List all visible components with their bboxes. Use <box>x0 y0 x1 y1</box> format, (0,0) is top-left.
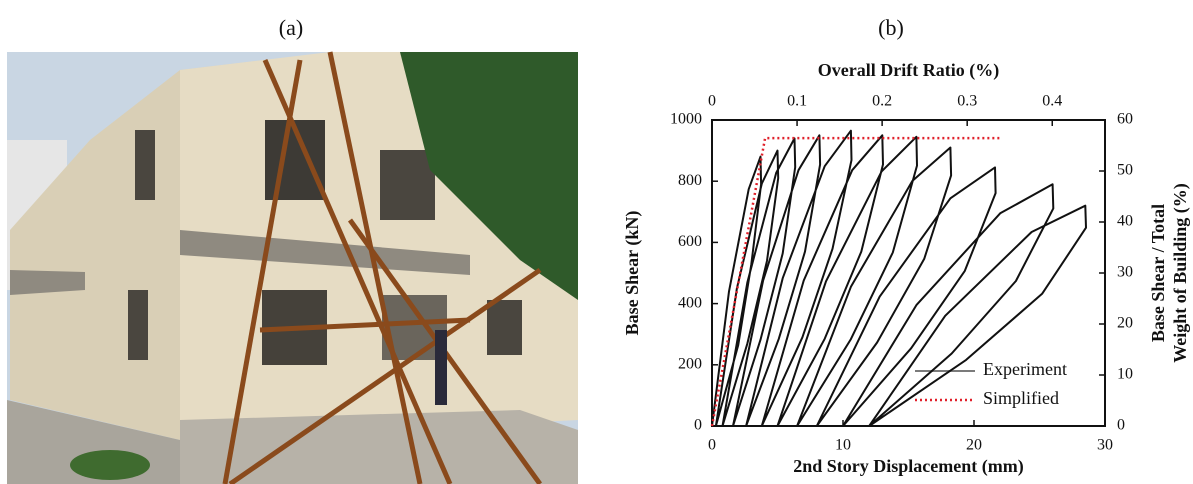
x2-tick-label: 0.2 <box>872 93 892 110</box>
x-tick-label: 10 <box>835 437 851 454</box>
y2-axis-label: Weight of Building (%) <box>1170 183 1191 363</box>
y2-tick-label: 10 <box>1117 366 1133 383</box>
y2-tick-label: 50 <box>1117 162 1133 179</box>
figure: (a) (b) 010203000.10.20.30.4020040060080… <box>0 0 1193 484</box>
panel-label: (a) <box>279 15 303 40</box>
series-line <box>712 131 1086 426</box>
y-tick-label: 1000 <box>670 111 702 128</box>
x-axis-label: 2nd Story Displacement (mm) <box>793 456 1023 477</box>
x-tick-label: 20 <box>966 437 982 454</box>
y-tick-label: 600 <box>678 233 702 250</box>
y-tick-label: 800 <box>678 172 702 189</box>
y2-axis-label: Base Shear / Total <box>1148 204 1168 342</box>
y-tick-label: 400 <box>678 294 702 311</box>
photo <box>7 52 578 484</box>
legend-label: Experiment <box>983 359 1067 379</box>
legend-label: Simplified <box>983 388 1059 408</box>
x2-tick-label: 0.4 <box>1042 93 1062 110</box>
y2-tick-label: 0 <box>1117 417 1125 434</box>
panel-label: (b) <box>878 15 904 40</box>
y2-tick-label: 40 <box>1117 213 1133 230</box>
x-tick-label: 30 <box>1097 437 1113 454</box>
y2-tick-label: 20 <box>1117 315 1133 332</box>
x2-axis-label: Overall Drift Ratio (%) <box>818 60 999 81</box>
x2-tick-label: 0.1 <box>787 93 807 110</box>
x2-tick-label: 0.3 <box>957 93 977 110</box>
x-tick-label: 0 <box>708 437 716 454</box>
y2-tick-label: 60 <box>1117 111 1133 128</box>
y2-tick-label: 30 <box>1117 264 1133 281</box>
x2-tick-label: 0 <box>708 93 716 110</box>
y-tick-label: 0 <box>694 417 702 434</box>
y-tick-label: 200 <box>678 355 702 372</box>
y-axis-label: Base Shear (kN) <box>622 211 643 336</box>
